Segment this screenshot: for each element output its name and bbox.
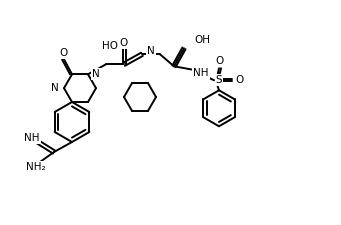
Text: NH₂: NH₂ [26, 162, 46, 172]
Text: O: O [235, 75, 243, 85]
Text: N: N [147, 46, 155, 56]
Text: N: N [51, 83, 59, 93]
Text: O: O [216, 56, 224, 66]
Text: OH: OH [194, 35, 210, 45]
Text: HO: HO [102, 41, 118, 51]
Text: O: O [59, 48, 67, 58]
Text: NH: NH [24, 133, 40, 143]
Text: O: O [120, 38, 128, 48]
Text: N: N [92, 69, 100, 79]
Text: NH: NH [193, 68, 209, 78]
Text: S: S [216, 75, 222, 85]
